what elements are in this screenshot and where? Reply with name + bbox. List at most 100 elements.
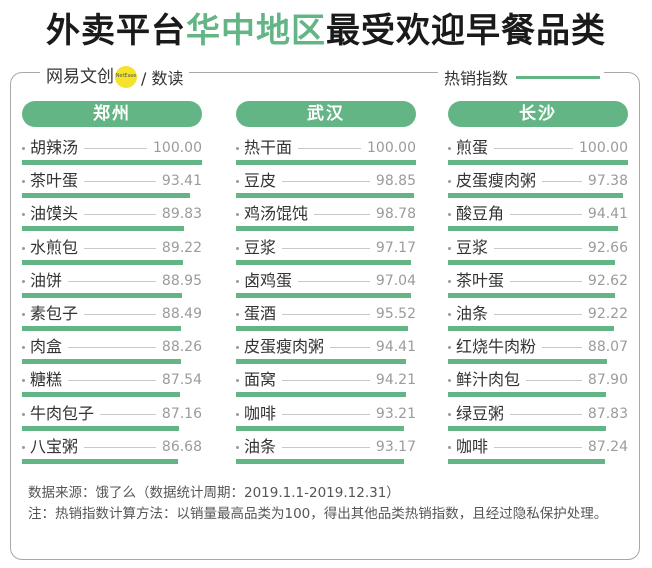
bar (448, 392, 607, 398)
value-label: 100.00 (367, 140, 416, 156)
category-label: 热干面 (244, 138, 293, 157)
category-label: 蛋酒 (244, 304, 277, 323)
bar (448, 193, 624, 199)
bar-row: 热干面 100.00 (236, 134, 416, 168)
value-label: 92.22 (587, 306, 628, 322)
bullet-dot (236, 346, 239, 350)
leader-line (494, 148, 573, 149)
category-label: 胡辣汤 (30, 138, 79, 157)
bar (236, 392, 406, 398)
bar (448, 226, 618, 232)
leader-line (84, 181, 156, 183)
bar-row: 油条 93.17 (236, 433, 416, 467)
bar-row: 红烧牛肉粉 88.07 (448, 333, 628, 367)
title-suffix: 最受欢迎早餐品类 (326, 11, 606, 51)
value-label: 88.26 (161, 339, 202, 356)
bullet-dot (448, 246, 451, 250)
leader-line (494, 247, 582, 249)
value-label: 88.49 (161, 306, 202, 322)
value-label: 88.95 (161, 272, 202, 289)
bullet-dot (448, 445, 451, 449)
bar-row: 鲜汁肉包 87.90 (448, 366, 628, 400)
category-label: 豆皮 (244, 171, 277, 191)
city-header: 长沙 (448, 101, 628, 127)
legend: 热销指数 (438, 65, 605, 89)
bar-row: 豆浆 97.17 (236, 234, 416, 268)
value-label: 95.52 (375, 306, 416, 322)
bar (22, 425, 179, 431)
leader-line (282, 181, 370, 183)
leader-line (282, 446, 370, 448)
value-label: 100.00 (153, 140, 202, 156)
category-label: 素包子 (30, 304, 79, 323)
bar-row: 素包子 88.49 (22, 300, 202, 334)
category-label: 咖啡 (244, 403, 277, 423)
bullet-dot (22, 313, 25, 316)
city-panel: 郑州 胡辣汤 100.00 茶叶蛋 93.41 油馍头 89.83 水煎包 89.22 油饼 88.… (22, 101, 202, 464)
bar-row: 酸豆角 94.41 (448, 200, 628, 234)
category-label: 油馍头 (30, 204, 79, 224)
value-label: 93.41 (161, 173, 202, 190)
bar-row: 油馍头 89.83 (22, 200, 202, 234)
bar (236, 160, 416, 165)
bar (22, 458, 179, 464)
category-label: 茶叶蛋 (456, 270, 505, 290)
data-source-note: 数据来源：饿了么（数据统计周期：2019.1.1-2019.12.31） (28, 485, 400, 501)
bar (22, 259, 183, 265)
bullet-dot (22, 147, 25, 150)
value-label: 87.54 (161, 372, 202, 389)
value-label: 89.83 (161, 206, 202, 223)
leader-line (282, 413, 370, 415)
brand-logo: 网易文创 NetEase / 数读 (40, 65, 190, 89)
category-label: 绿豆粥 (456, 403, 505, 423)
bullet-dot (22, 180, 25, 184)
category-label: 油条 (244, 436, 277, 456)
bar (448, 458, 606, 464)
bar (22, 193, 191, 199)
leader-line (542, 181, 582, 183)
value-label: 100.00 (579, 140, 628, 156)
bar (236, 326, 408, 331)
bar-row: 牛肉包子 87.16 (22, 400, 202, 434)
bar-row: 绿豆粥 87.83 (448, 400, 628, 434)
value-label: 94.41 (587, 206, 628, 223)
bullet-dot (448, 279, 451, 283)
value-label: 97.17 (375, 239, 416, 256)
bar-row: 煎蛋 100.00 (448, 134, 628, 168)
category-label: 牛肉包子 (30, 403, 95, 423)
bar (448, 292, 615, 298)
value-label: 87.16 (161, 405, 202, 422)
category-label: 皮蛋瘦肉粥 (244, 337, 325, 357)
bullet-dot (22, 246, 25, 250)
leader-line (84, 446, 156, 448)
value-label: 87.90 (587, 372, 628, 389)
bar (448, 160, 628, 165)
bullet-dot (448, 379, 451, 383)
bullet-dot (22, 379, 25, 383)
bar-row: 油饼 88.95 (22, 267, 202, 301)
bar-row: 皮蛋瘦肉粥 97.38 (448, 167, 628, 201)
bullet-dot (236, 445, 239, 449)
value-label: 87.83 (587, 405, 628, 422)
bar-row: 咖啡 87.24 (448, 433, 628, 467)
leader-line (100, 413, 156, 415)
bullet-dot (236, 213, 239, 217)
bar (22, 392, 180, 398)
bullet-dot (448, 147, 451, 150)
method-note: 注：热销指数计算方法：以销量最高品类为100，得出其他品类热销指数，且经过隐私保… (28, 506, 608, 522)
value-label: 87.24 (587, 438, 628, 455)
bar-row: 咖啡 93.21 (236, 400, 416, 434)
leader-line (282, 247, 370, 249)
bullet-dot (236, 279, 239, 283)
value-label: 94.41 (375, 339, 416, 356)
category-label: 煎蛋 (456, 138, 489, 157)
category-label: 油饼 (30, 270, 63, 290)
category-label: 豆浆 (244, 237, 277, 257)
bar-row: 胡辣汤 100.00 (22, 134, 202, 168)
bullet-dot (236, 180, 239, 184)
bullet-dot (22, 445, 25, 449)
bar-row: 糖糕 87.54 (22, 366, 202, 400)
bar-row: 茶叶蛋 92.62 (448, 267, 628, 301)
city-panel: 武汉 热干面 100.00 豆皮 98.85 鸡汤馄饨 98.78 豆浆 97.17 卤鸡蛋 97.… (236, 101, 416, 464)
value-label: 93.17 (375, 438, 416, 455)
